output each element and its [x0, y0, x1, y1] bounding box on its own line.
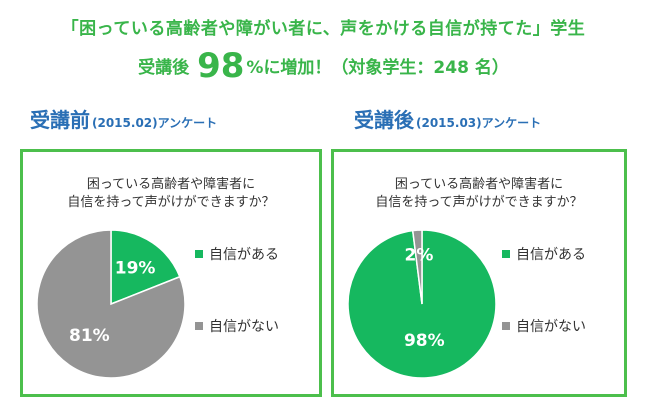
- section-subtitle-after: (2015.03)アンケート: [416, 116, 542, 130]
- question-line-1: 困っている高齢者や障害者に: [394, 177, 564, 192]
- headline-result-suffix: に増加！（対象学生：248 名）: [263, 58, 509, 78]
- headline-result-prefix: 受講後: [138, 58, 190, 78]
- legend-label-confident: 自信がある: [209, 247, 279, 263]
- pie-chart-after: 98% 2%: [347, 229, 497, 379]
- pie-slice-confident: [110, 229, 181, 306]
- headline-result-unit: %: [246, 58, 264, 78]
- pie-label-confident: 98%: [404, 331, 445, 351]
- survey-panel-before: 困っている高齢者や障害者に 自信を持って声がけができますか？ 19% 81% 自信…: [20, 149, 322, 397]
- legend-item-not-confident: 自信がない: [195, 316, 279, 336]
- headline-result-value: 98: [197, 46, 245, 86]
- pie-slice-not-confident: [36, 229, 186, 379]
- section-title-before: 受講前: [30, 108, 90, 132]
- pie-label-confident: 19%: [115, 259, 156, 279]
- legend-swatch-not-confident: [502, 322, 510, 330]
- pie-label-not-confident: 2%: [404, 245, 433, 265]
- pie-slice-not-confident: [411, 229, 423, 305]
- section-label-before: 受講前 (2015.02)アンケート: [30, 104, 217, 133]
- question-line-2: 自信を持って声がけができますか？: [67, 195, 275, 210]
- legend-label-not-confident: 自信がない: [209, 319, 279, 335]
- pie-chart-before: 19% 81%: [36, 229, 186, 379]
- pie-label-not-confident: 81%: [69, 326, 110, 346]
- section-subtitle-before: (2015.02)アンケート: [92, 116, 218, 130]
- legend-item-confident: 自信がある: [195, 244, 279, 264]
- legend-swatch-not-confident: [195, 322, 203, 330]
- survey-question-after: 困っている高齢者や障害者に 自信を持って声がけができますか？: [334, 176, 624, 212]
- legend-item-not-confident: 自信がない: [502, 316, 586, 336]
- section-title-after: 受講後: [354, 108, 414, 132]
- legend-swatch-confident: [195, 250, 203, 258]
- survey-question-before: 困っている高齢者や障害者に 自信を持って声がけができますか？: [23, 176, 319, 212]
- legend-swatch-confident: [502, 250, 510, 258]
- legend-label-not-confident: 自信がない: [516, 319, 586, 335]
- section-label-after: 受講後 (2015.03)アンケート: [354, 104, 541, 133]
- question-line-2: 自信を持って声がけができますか？: [375, 195, 583, 210]
- headline-result: 受講後 98 %に増加！（対象学生：248 名）: [0, 46, 647, 88]
- survey-panel-after: 困っている高齢者や障害者に 自信を持って声がけができますか？ 98% 2% 自信が…: [331, 149, 627, 397]
- headline-main: 「困っている高齢者や障がい者に、声をかける自信が持てた」学生: [61, 19, 586, 39]
- question-line-1: 困っている高齢者や障害者に: [86, 177, 256, 192]
- legend-label-confident: 自信がある: [516, 247, 586, 263]
- legend-item-confident: 自信がある: [502, 244, 586, 264]
